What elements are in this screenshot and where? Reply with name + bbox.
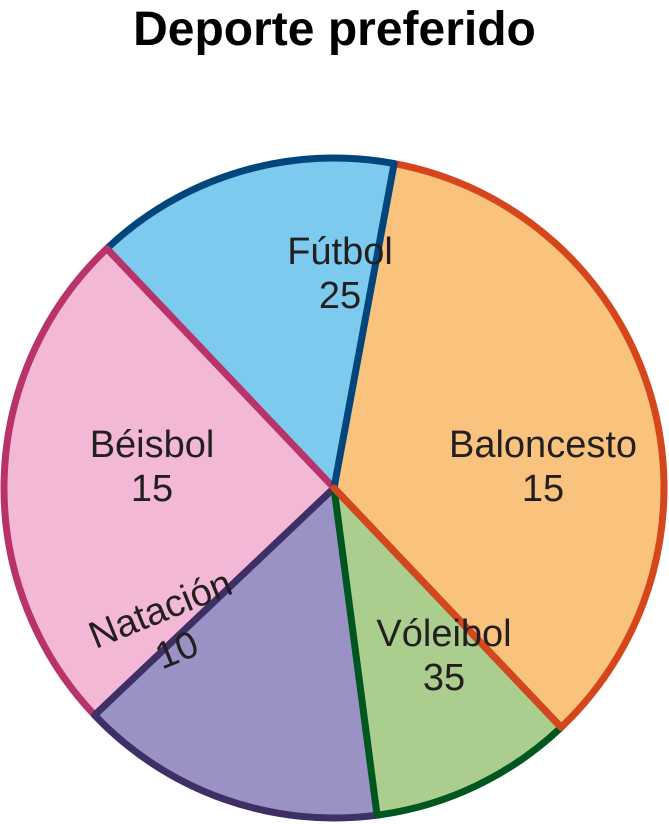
pie-slice-outline-natación [376, 724, 564, 819]
slice-value-baloncesto: 15 [522, 468, 564, 510]
slice-value-béisbol: 15 [131, 468, 173, 510]
pie-slice-natación [334, 488, 562, 816]
pie-slice-outline-béisbol [92, 712, 378, 822]
edge-baloncesto-voleibol [330, 160, 398, 492]
slice-label-vóleibol: Vóleibol [376, 613, 511, 655]
pie-slice-outline-vóleibol [393, 160, 668, 730]
pie-slice-fútbol [4, 248, 335, 716]
slice-label-baloncesto: Baloncesto [449, 424, 637, 466]
slice-value-vóleibol: 35 [423, 657, 465, 699]
pie-slice-vóleibol [334, 163, 664, 728]
pie-slice-outline-baloncesto [104, 154, 395, 252]
slice-label-béisbol: Béisbol [90, 424, 215, 466]
slice-label-fútbol: Fútbol [287, 231, 393, 273]
pie-slice-baloncesto [106, 158, 395, 489]
edge-beisbol-futbol [91, 484, 338, 719]
pie-slice-béisbol [94, 488, 378, 818]
chart-title: Deporte preferido [133, 3, 536, 56]
edge-natacion-beisbol [330, 484, 381, 819]
edge-voleibol-left [330, 484, 565, 731]
slice-value-fútbol: 25 [319, 275, 361, 317]
edge-futbol-baloncesto [103, 245, 338, 492]
pie-slice-outline-fútbol [0, 246, 110, 718]
